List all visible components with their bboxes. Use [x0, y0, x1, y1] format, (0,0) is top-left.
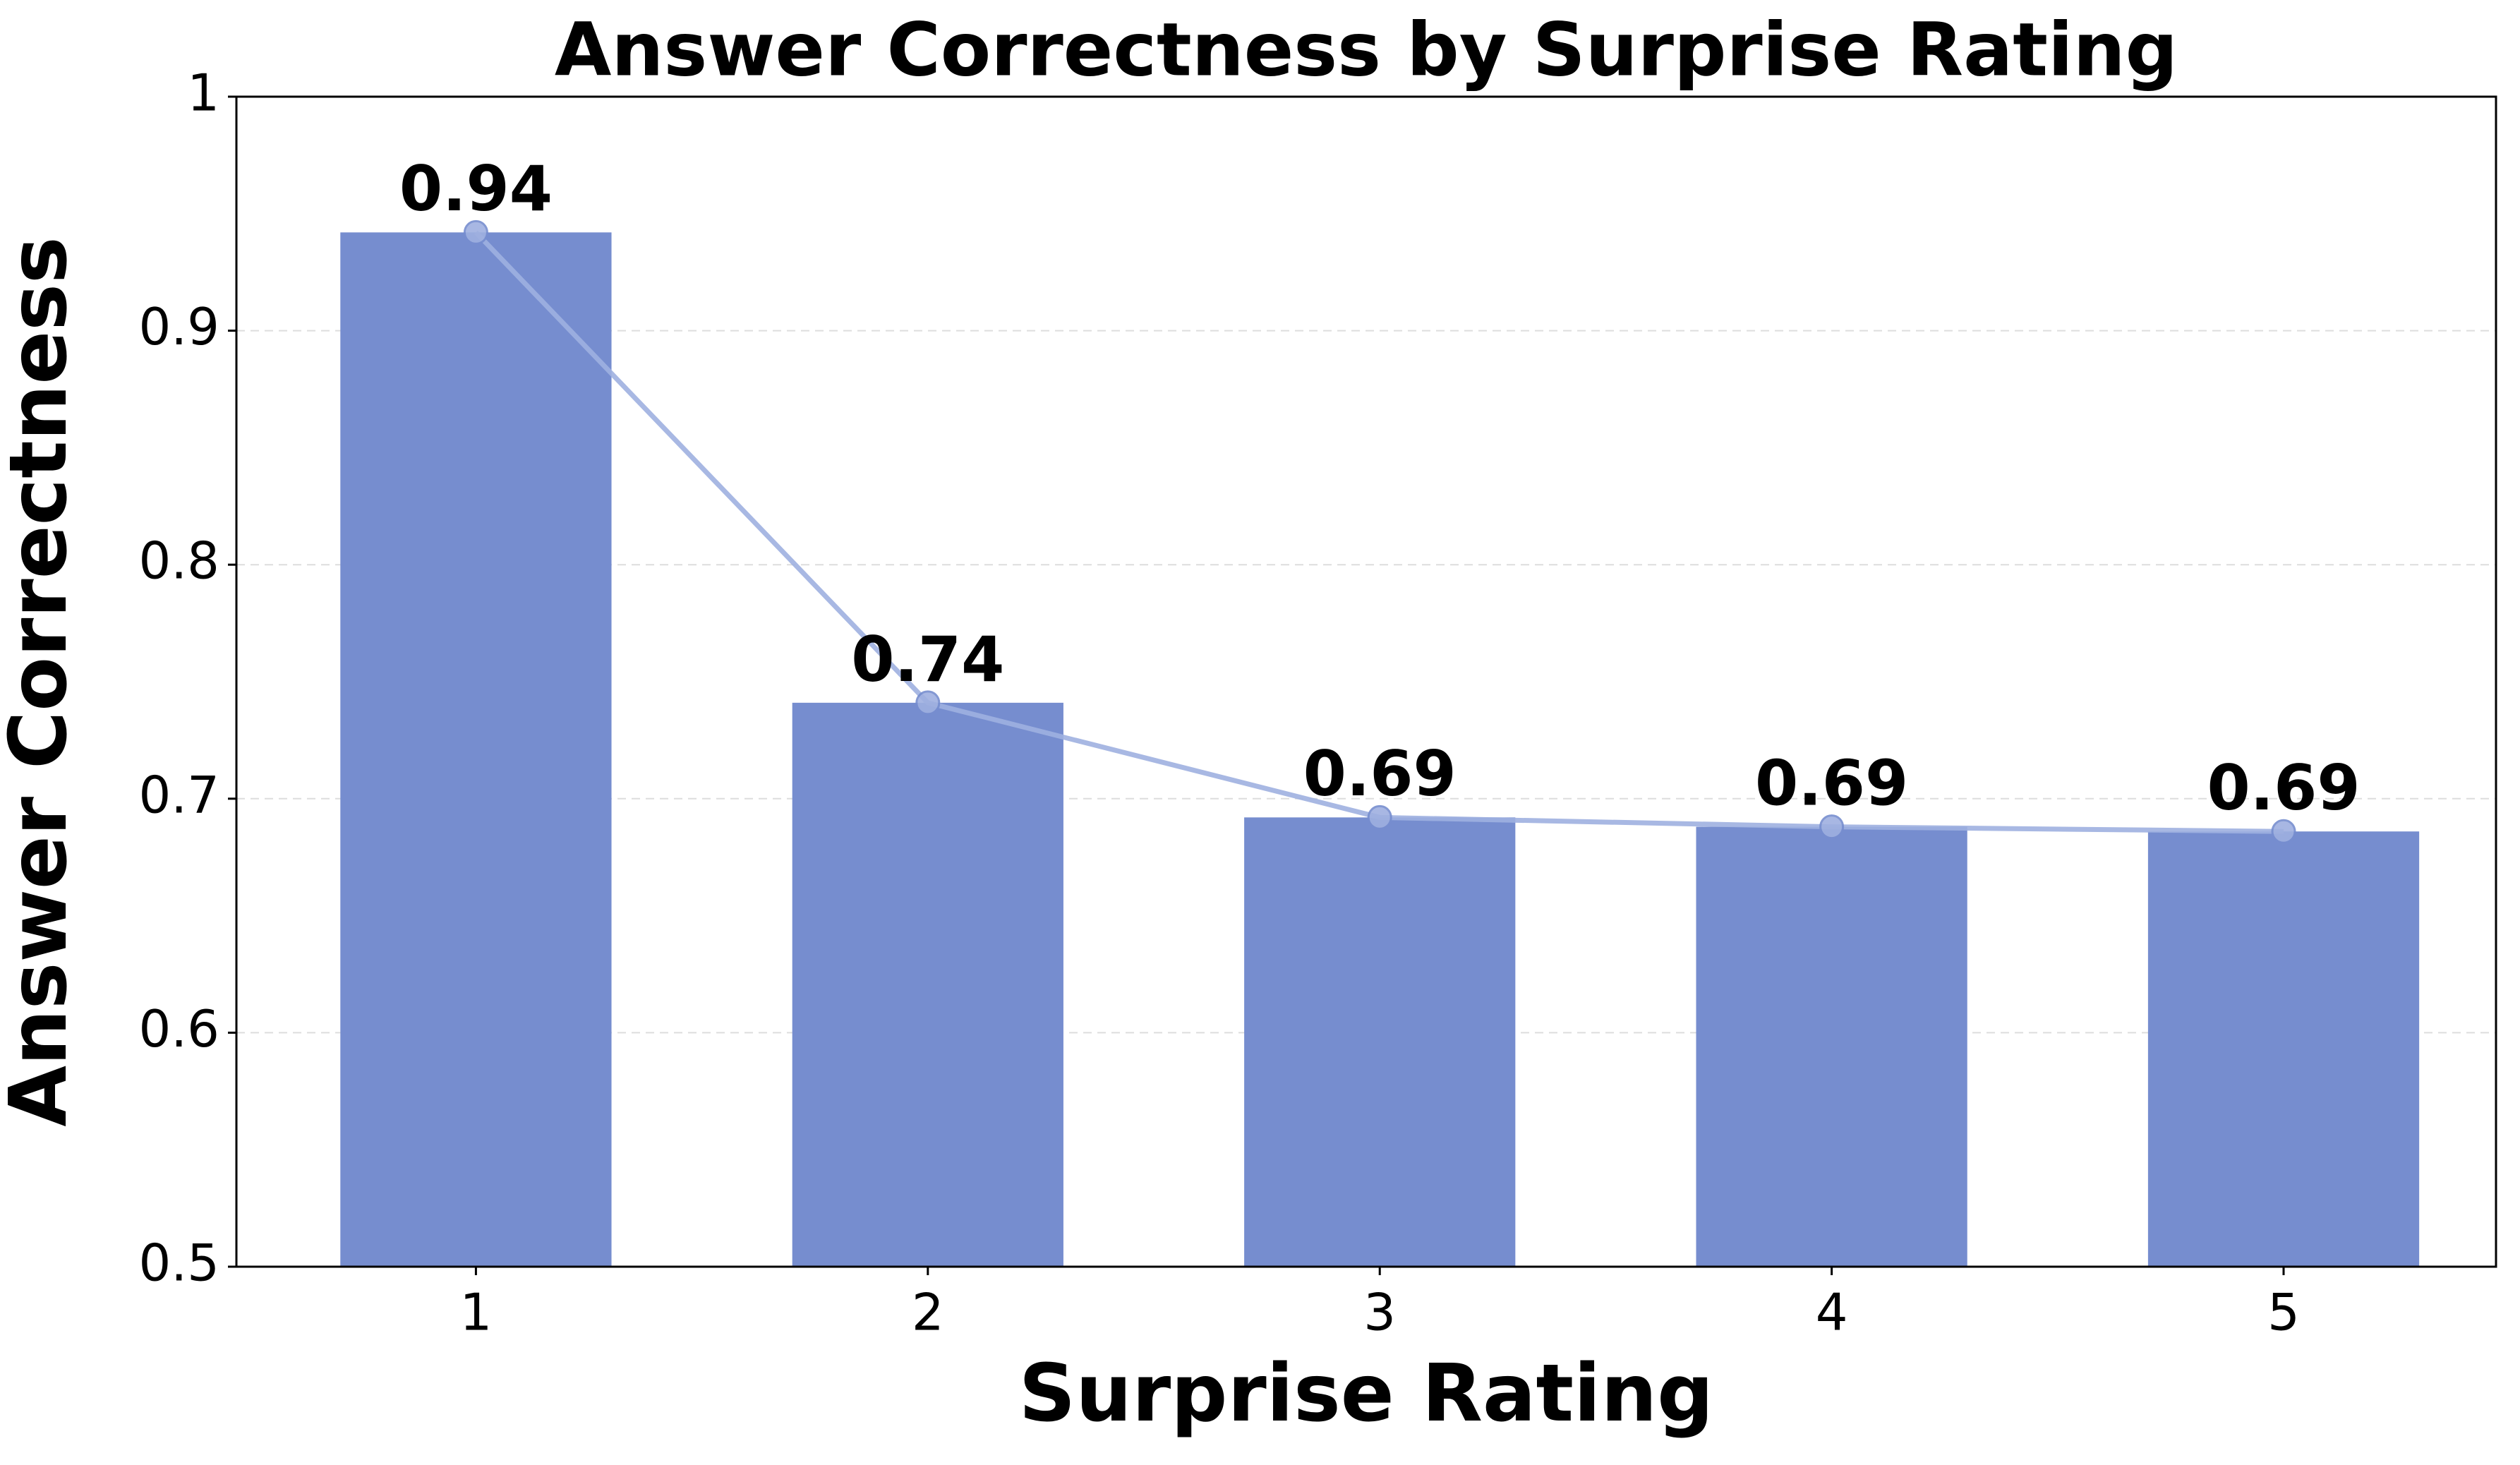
x-tick-label: 3: [1363, 1283, 1396, 1342]
y-tick-label: 0.8: [138, 531, 219, 591]
bar: [1696, 826, 1967, 1267]
y-tick-label: 1: [187, 64, 219, 123]
y-tick-label: 0.5: [138, 1234, 219, 1293]
bar: [340, 232, 612, 1267]
bar: [1244, 817, 1516, 1267]
value-label: 0.69: [2207, 752, 2360, 824]
y-tick-label: 0.7: [138, 765, 219, 824]
y-axis-label: Answer Correctness: [0, 236, 85, 1126]
trend-marker: [1819, 814, 1845, 840]
x-tick-label: 5: [2267, 1283, 2300, 1342]
trend-marker: [463, 219, 488, 245]
value-label: 0.94: [399, 152, 553, 225]
bar: [792, 702, 1063, 1267]
value-label: 0.74: [851, 623, 1004, 696]
y-tick-label: 0.9: [138, 297, 219, 356]
trend-marker: [1367, 804, 1392, 830]
y-tick-label: 0.6: [138, 999, 219, 1059]
bar: [2147, 831, 2420, 1267]
x-axis-label: Surprise Rating: [1019, 1348, 1714, 1440]
plot-frame: [235, 95, 2497, 1268]
value-label: 0.69: [1755, 747, 1908, 820]
trend-marker: [2271, 819, 2296, 844]
x-tick-label: 2: [912, 1283, 944, 1342]
chart-title: Answer Correctness by Surprise Rating: [555, 6, 2178, 92]
value-label: 0.69: [1303, 737, 1457, 810]
trend-marker: [915, 690, 941, 716]
x-tick-label: 4: [1816, 1283, 1848, 1342]
x-tick-label: 1: [460, 1283, 493, 1342]
